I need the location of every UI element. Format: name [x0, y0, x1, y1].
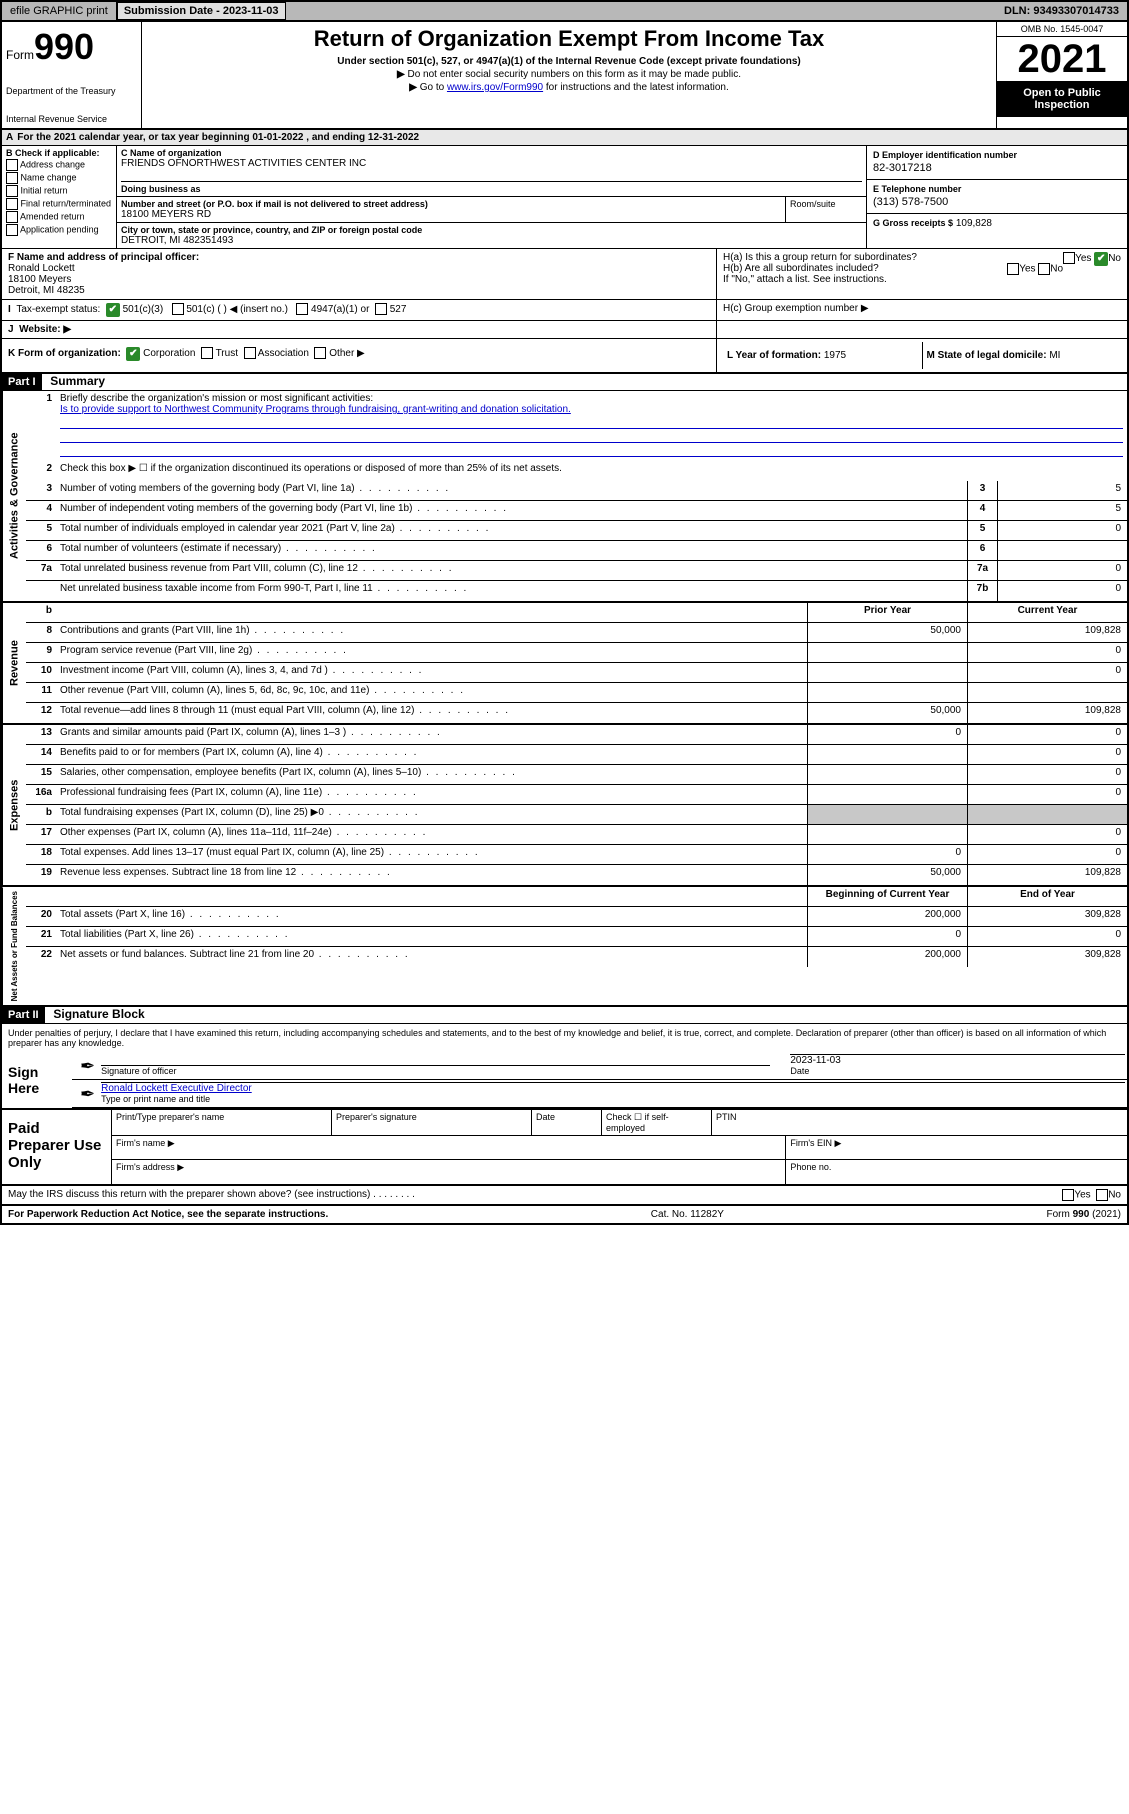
signature-section: Under penalties of perjury, I declare th…	[2, 1024, 1127, 1110]
officer-name: Ronald Lockett	[8, 263, 710, 274]
row-f-h: F Name and address of principal officer:…	[2, 249, 1127, 300]
topbar: efile GRAPHIC print Submission Date - 20…	[2, 2, 1127, 22]
net-line-22: 22 Net assets or fund balances. Subtract…	[26, 947, 1127, 967]
chk-initial-return[interactable]: Initial return	[6, 185, 112, 197]
org-address: 18100 MEYERS RD	[121, 209, 781, 220]
submission-date-button[interactable]: Submission Date - 2023-11-03	[117, 2, 286, 20]
chk-amended[interactable]: Amended return	[6, 211, 112, 223]
discuss-yes[interactable]	[1062, 1189, 1074, 1201]
hb-no[interactable]	[1038, 263, 1050, 275]
org-city: DETROIT, MI 482351493	[121, 235, 862, 246]
rev-line-11: 11 Other revenue (Part VIII, column (A),…	[26, 683, 1127, 703]
chk-trust[interactable]	[201, 347, 213, 359]
ein: 82-3017218	[873, 162, 1121, 174]
exp-line-17: 17 Other expenses (Part IX, column (A), …	[26, 825, 1127, 845]
col-c-org-info: C Name of organization FRIENDS OFNORTHWE…	[117, 146, 867, 248]
chk-name-change[interactable]: Name change	[6, 172, 112, 184]
exp-line-13: 13 Grants and similar amounts paid (Part…	[26, 725, 1127, 745]
gross-receipts: 109,828	[956, 218, 992, 229]
pen-icon: ✒	[74, 1084, 101, 1105]
exp-line-18: 18 Total expenses. Add lines 13–17 (must…	[26, 845, 1127, 865]
sig-date: 2023-11-03	[790, 1055, 840, 1066]
col-b-checkboxes: B Check if applicable: Address change Na…	[2, 146, 117, 248]
form-number: Form990	[6, 26, 137, 68]
ha-no-checked[interactable]: ✔	[1094, 252, 1108, 266]
row-a-tax-year: AFor the 2021 calendar year, or tax year…	[2, 130, 1127, 146]
rev-line-8: 8 Contributions and grants (Part VIII, l…	[26, 623, 1127, 643]
section-expenses: Expenses 13 Grants and similar amounts p…	[2, 725, 1127, 887]
row-k-l-m: K Form of organization: ✔ Corporation Tr…	[2, 339, 1127, 374]
irs-label: Internal Revenue Service	[6, 114, 137, 124]
note-ssn: ▶ Do not enter social security numbers o…	[150, 69, 988, 80]
net-line-20: 20 Total assets (Part X, line 16) 200,00…	[26, 907, 1127, 927]
part1-header: Part I Summary	[2, 374, 1127, 391]
chk-501c[interactable]	[172, 303, 184, 315]
col-d-ids: D Employer identification number 82-3017…	[867, 146, 1127, 248]
rev-line-9: 9 Program service revenue (Part VIII, li…	[26, 643, 1127, 663]
net-line-21: 21 Total liabilities (Part X, line 26) 0…	[26, 927, 1127, 947]
note-link: ▶ Go to www.irs.gov/Form990 for instruct…	[150, 82, 988, 93]
row-i-hc: I Tax-exempt status: ✔ 501(c)(3) 501(c) …	[2, 300, 1127, 321]
irs-discuss-row: May the IRS discuss this return with the…	[2, 1186, 1127, 1206]
header-left: Form990 Department of the Treasury Inter…	[2, 22, 142, 128]
rev-line-12: 12 Total revenue—add lines 8 through 11 …	[26, 703, 1127, 723]
rev-line-10: 10 Investment income (Part VIII, column …	[26, 663, 1127, 683]
open-public-badge: Open to Public Inspection	[997, 81, 1127, 117]
pen-icon: ✒	[74, 1056, 101, 1077]
form-title: Return of Organization Exempt From Incom…	[150, 26, 988, 52]
ha-yes[interactable]	[1063, 252, 1075, 264]
org-name: FRIENDS OFNORTHWEST ACTIVITIES CENTER IN…	[121, 158, 862, 169]
dept-label: Department of the Treasury	[6, 86, 137, 96]
chk-app-pending[interactable]: Application pending	[6, 224, 112, 236]
row-j: J Website: ▶	[2, 321, 1127, 339]
form-subtitle: Under section 501(c), 527, or 4947(a)(1)…	[150, 56, 988, 67]
perjury-declaration: Under penalties of perjury, I declare th…	[2, 1024, 1127, 1052]
footer-row: For Paperwork Reduction Act Notice, see …	[2, 1206, 1127, 1223]
gov-line-4: 4 Number of independent voting members o…	[26, 501, 1127, 521]
omb-number: OMB No. 1545-0047	[997, 22, 1127, 37]
chk-assoc[interactable]	[244, 347, 256, 359]
exp-line-14: 14 Benefits paid to or for members (Part…	[26, 745, 1127, 765]
chk-4947[interactable]	[296, 303, 308, 315]
section-revenue: Revenue b Prior Year Current Year 8 Cont…	[2, 603, 1127, 725]
gov-line-3: 3 Number of voting members of the govern…	[26, 481, 1127, 501]
year-formation: 1975	[824, 350, 846, 361]
chk-corp[interactable]: ✔	[126, 347, 140, 361]
tax-year: 2021	[997, 37, 1127, 81]
header-right: OMB No. 1545-0047 2021 Open to Public In…	[997, 22, 1127, 128]
mission-text[interactable]: Is to provide support to Northwest Commu…	[60, 404, 571, 415]
room-suite: Room/suite	[786, 197, 866, 222]
exp-line-15: 15 Salaries, other compensation, employe…	[26, 765, 1127, 785]
form-ref: Form 990 (2021)	[1047, 1209, 1121, 1220]
officer-sig-name[interactable]: Ronald Lockett Executive Director	[101, 1083, 252, 1094]
irs-link[interactable]: www.irs.gov/Form990	[447, 82, 543, 93]
form-header: Form990 Department of the Treasury Inter…	[2, 22, 1127, 130]
part2-header: Part II Signature Block	[2, 1007, 1127, 1024]
exp-line-19: 19 Revenue less expenses. Subtract line …	[26, 865, 1127, 885]
hb-yes[interactable]	[1007, 263, 1019, 275]
gov-line-7a: 7a Total unrelated business revenue from…	[26, 561, 1127, 581]
gov-line-5: 5 Total number of individuals employed i…	[26, 521, 1127, 541]
info-grid: B Check if applicable: Address change Na…	[2, 146, 1127, 249]
section-net-assets: Net Assets or Fund Balances Beginning of…	[2, 887, 1127, 1007]
chk-527[interactable]	[375, 303, 387, 315]
gov-line-6: 6 Total number of volunteers (estimate i…	[26, 541, 1127, 561]
chk-other[interactable]	[314, 347, 326, 359]
section-governance: Activities & Governance 1 Briefly descri…	[2, 391, 1127, 603]
paid-preparer-section: Paid Preparer Use Only Print/Type prepar…	[2, 1110, 1127, 1186]
header-mid: Return of Organization Exempt From Incom…	[142, 22, 997, 128]
form-container: efile GRAPHIC print Submission Date - 20…	[0, 0, 1129, 1225]
chk-address-change[interactable]: Address change	[6, 159, 112, 171]
discuss-no[interactable]	[1096, 1189, 1108, 1201]
exp-line-b: b Total fundraising expenses (Part IX, c…	[26, 805, 1127, 825]
gov-line-7b: Net unrelated business taxable income fr…	[26, 581, 1127, 601]
chk-final-return[interactable]: Final return/terminated	[6, 198, 112, 210]
exp-line-16a: 16a Professional fundraising fees (Part …	[26, 785, 1127, 805]
chk-501c3[interactable]: ✔	[106, 303, 120, 317]
dln-label: DLN: 93493307014733	[996, 2, 1127, 20]
phone: (313) 578-7500	[873, 196, 1121, 208]
state-domicile: MI	[1049, 350, 1060, 361]
efile-label: efile GRAPHIC print	[2, 2, 117, 20]
